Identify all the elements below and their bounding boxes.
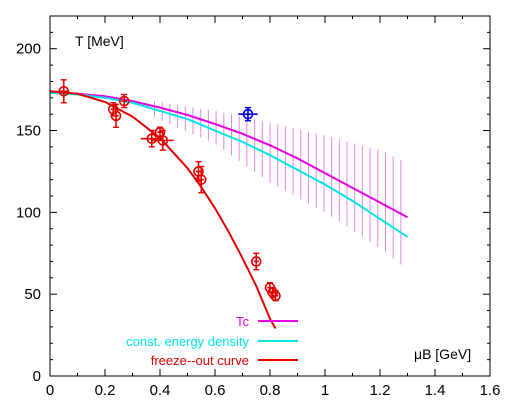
data-point bbox=[195, 165, 207, 194]
legend-label: freeze--out curve bbox=[151, 353, 249, 368]
x-tick-label: 0.8 bbox=[260, 382, 281, 399]
axis-ticks bbox=[49, 16, 491, 377]
legend: Tc const. energy density freeze--out curve bbox=[126, 314, 298, 368]
data-point bbox=[250, 252, 262, 271]
data-point bbox=[58, 79, 70, 104]
data-point bbox=[270, 290, 281, 302]
data-point bbox=[110, 103, 122, 128]
y-tick-label: 100 bbox=[16, 204, 41, 221]
y-tick-labels: 0 50 100 150 200 bbox=[16, 41, 41, 385]
legend-item: freeze--out curve bbox=[151, 353, 298, 368]
series-lines bbox=[49, 90, 409, 330]
data-point bbox=[238, 106, 258, 122]
legend-item: Tc bbox=[236, 314, 298, 329]
y-tick-label: 150 bbox=[16, 123, 41, 140]
legend-label: const. energy density bbox=[126, 334, 249, 349]
uncertainty-bars bbox=[154, 101, 402, 265]
y-tick-label: 0 bbox=[33, 368, 41, 385]
y-axis-label: T [MeV] bbox=[75, 33, 124, 49]
data-points bbox=[58, 79, 281, 302]
series-line bbox=[49, 91, 408, 219]
x-tick-label: 1.6 bbox=[480, 382, 501, 399]
y-tick-label: 200 bbox=[16, 41, 41, 58]
data-point bbox=[118, 93, 130, 109]
data-point bbox=[151, 129, 174, 151]
y-tick-label: 50 bbox=[24, 286, 41, 303]
x-tick-label: 0.2 bbox=[95, 382, 116, 399]
x-tick-label: 0.6 bbox=[205, 382, 226, 399]
x-tick-label: 1 bbox=[321, 382, 329, 399]
x-tick-labels: 0 0.2 0.4 0.6 0.8 1 1.2 1.4 1.6 bbox=[46, 382, 501, 399]
series-line bbox=[49, 91, 409, 238]
legend-item: const. energy density bbox=[126, 334, 298, 349]
legend-label: Tc bbox=[236, 314, 250, 329]
x-tick-label: 0.4 bbox=[150, 382, 171, 399]
x-tick-label: 1.4 bbox=[425, 382, 446, 399]
x-tick-label: 1.2 bbox=[370, 382, 391, 399]
x-axis-label: μB [GeV] bbox=[414, 346, 471, 362]
x-tick-label: 0 bbox=[46, 382, 54, 399]
